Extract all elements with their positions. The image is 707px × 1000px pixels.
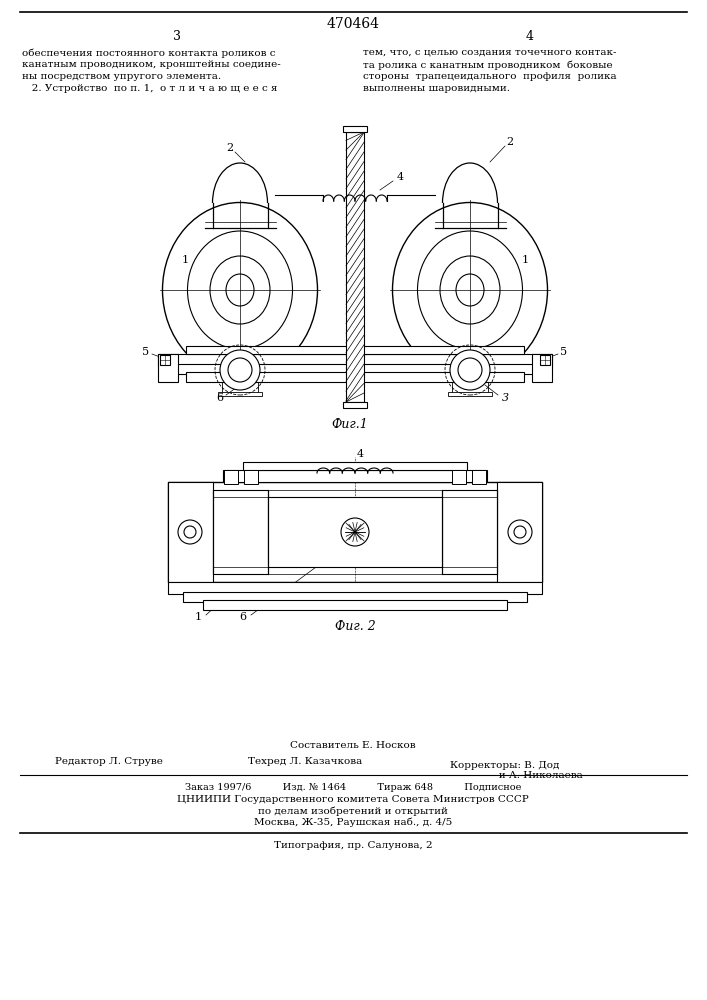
Text: 470464: 470464 <box>327 17 380 31</box>
Bar <box>168 582 542 594</box>
Text: 6: 6 <box>240 612 247 622</box>
Bar <box>268 497 442 567</box>
Text: Москва, Ж-35, Раушская наб., д. 4/5: Москва, Ж-35, Раушская наб., д. 4/5 <box>254 817 452 827</box>
Text: 1: 1 <box>182 255 189 265</box>
Text: Заказ 1997/6          Изд. № 1464          Тираж 648          Подписное: Заказ 1997/6 Изд. № 1464 Тираж 648 Подпи… <box>185 782 521 792</box>
Text: 5: 5 <box>142 347 150 357</box>
Circle shape <box>178 520 202 544</box>
Bar <box>224 470 238 484</box>
Text: 6: 6 <box>216 393 223 403</box>
Circle shape <box>458 358 482 382</box>
Circle shape <box>508 520 532 544</box>
Bar <box>497 482 542 582</box>
Text: 2: 2 <box>226 143 233 153</box>
Bar <box>186 372 524 382</box>
Bar <box>183 592 527 602</box>
Ellipse shape <box>226 274 254 306</box>
Bar <box>168 482 542 582</box>
Bar <box>540 355 550 365</box>
Bar <box>532 354 552 382</box>
Bar <box>244 470 258 484</box>
Text: Фиг. 2: Фиг. 2 <box>334 620 375 634</box>
Circle shape <box>184 526 196 538</box>
Text: тем, что, с целью создания точечного контак-
та ролика с канатным проводником  б: тем, что, с целью создания точечного кон… <box>363 48 617 93</box>
Bar <box>168 482 213 582</box>
Ellipse shape <box>210 256 270 324</box>
Bar <box>346 132 364 402</box>
Text: Редактор Л. Струве: Редактор Л. Струве <box>55 756 163 766</box>
Circle shape <box>228 358 252 382</box>
Text: Фиг.1: Фиг.1 <box>332 418 368 432</box>
Text: Техред Л. Казачкова: Техред Л. Казачкова <box>248 756 362 766</box>
Ellipse shape <box>392 202 547 377</box>
Bar <box>158 354 552 366</box>
Ellipse shape <box>456 274 484 306</box>
Ellipse shape <box>187 231 293 349</box>
Text: ЦНИИПИ Государственного комитета Совета Министров СССР: ЦНИИПИ Государственного комитета Совета … <box>177 794 529 804</box>
Text: 2: 2 <box>506 137 513 147</box>
Text: 1: 1 <box>194 612 201 622</box>
Ellipse shape <box>163 202 317 377</box>
Bar <box>173 364 537 374</box>
Bar <box>160 355 170 365</box>
Bar <box>243 462 467 470</box>
Text: обеспечения постоянного контакта роликов с
канатным проводником, кронштейны соед: обеспечения постоянного контакта роликов… <box>22 48 281 93</box>
Text: 4: 4 <box>526 30 534 43</box>
Text: 3: 3 <box>501 393 508 403</box>
Circle shape <box>220 350 260 390</box>
Text: 1: 1 <box>522 255 529 265</box>
Bar <box>203 600 507 610</box>
Bar <box>448 392 492 396</box>
Bar <box>343 402 367 408</box>
Circle shape <box>341 518 369 546</box>
Bar <box>223 470 487 482</box>
Bar <box>452 470 466 484</box>
Bar <box>472 470 486 484</box>
Ellipse shape <box>440 256 500 324</box>
Bar <box>186 346 524 354</box>
Text: 5: 5 <box>561 347 568 357</box>
Bar <box>442 490 497 574</box>
Text: Составитель Е. Носков: Составитель Е. Носков <box>290 740 416 750</box>
Text: Корректоры: В. Дод
               и А. Николаева: Корректоры: В. Дод и А. Николаева <box>450 761 583 780</box>
Bar <box>452 346 488 395</box>
Bar <box>218 392 262 396</box>
Bar <box>158 354 178 382</box>
Text: 4: 4 <box>397 172 404 182</box>
Circle shape <box>514 526 526 538</box>
Bar <box>343 126 367 132</box>
Bar <box>222 346 258 395</box>
Bar <box>213 490 268 574</box>
Ellipse shape <box>418 231 522 349</box>
Text: Типография, пр. Салунова, 2: Типография, пр. Салунова, 2 <box>274 840 432 850</box>
Text: 4: 4 <box>356 449 363 459</box>
Circle shape <box>450 350 490 390</box>
Text: по делам изобретений и открытий: по делам изобретений и открытий <box>258 806 448 816</box>
Text: 3: 3 <box>173 30 181 43</box>
